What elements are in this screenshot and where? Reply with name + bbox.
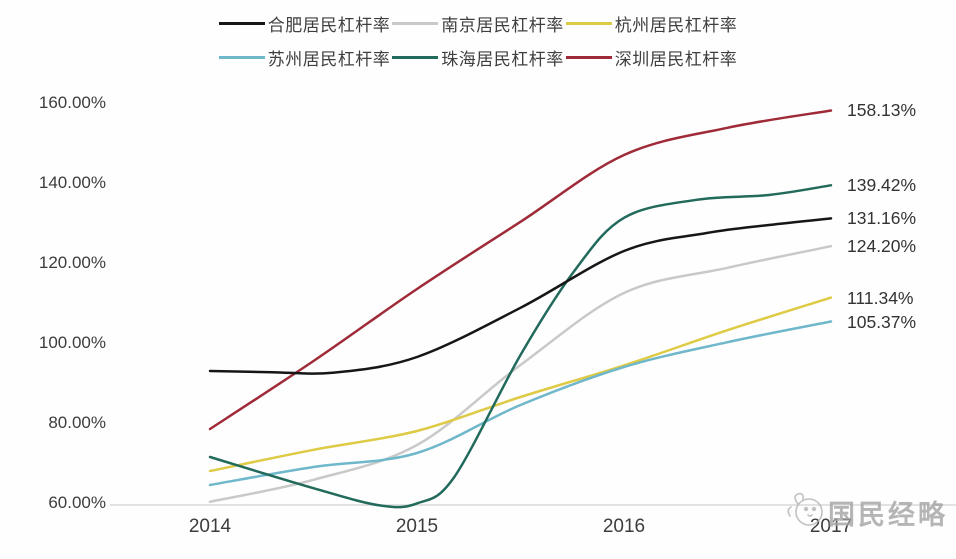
legend-line-swatch — [218, 56, 265, 59]
y-tick-label: 160.00% — [38, 93, 106, 112]
watermark: 国民经略 — [782, 490, 948, 534]
series-line-珠海 — [208, 184, 833, 509]
legend-line-swatch — [392, 56, 439, 59]
watermark-text: 国民经略 — [828, 499, 948, 530]
series-line-合肥 — [208, 217, 833, 375]
x-tick-label: 2014 — [188, 516, 232, 537]
end-label-苏州: 105.37% — [847, 311, 917, 332]
legend-item-深圳: 深圳居民杠杆率 — [565, 45, 738, 70]
series-line-南京 — [208, 244, 833, 504]
legend-label: 合肥居民杠杆率 — [267, 16, 391, 35]
legend-item-珠海: 珠海居民杠杆率 — [392, 45, 564, 70]
legend-label: 珠海居民杠杆率 — [441, 50, 564, 69]
x-tick-label: 2017 — [809, 516, 853, 537]
legend-item-杭州: 杭州居民杠杆率 — [565, 11, 738, 36]
end-label-南京: 124.20% — [847, 236, 917, 257]
y-tick-label: 80.00% — [48, 413, 106, 432]
legend-line-swatch — [565, 56, 612, 59]
legend-line-swatch — [565, 22, 612, 25]
y-tick-label: 60.00% — [48, 493, 106, 512]
legend-label: 杭州居民杠杆率 — [614, 16, 738, 35]
doodle-mascot-icon — [787, 492, 823, 526]
legend-row-2: 苏州居民杠杆率 珠海居民杠杆率 深圳居民杠杆率 — [218, 45, 739, 70]
legend-line-swatch — [218, 22, 265, 25]
end-label-深圳: 158.13% — [847, 100, 917, 121]
chart-legend: 合肥居民杠杆率 南京居民杠杆率 杭州居民杠杆率苏州居民杠杆率 珠海居民杠杆率 深圳居民杠… — [0, 11, 956, 70]
legend-row-1: 合肥居民杠杆率 南京居民杠杆率 杭州居民杠杆率 — [218, 11, 739, 36]
end-label-杭州: 111.34% — [847, 287, 914, 308]
legend-label: 深圳居民杠杆率 — [614, 50, 738, 69]
legend-item-合肥: 合肥居民杠杆率 — [218, 11, 391, 36]
x-tick-label: 2016 — [602, 516, 646, 537]
end-label-合肥: 131.16% — [847, 208, 917, 229]
legend-item-南京: 南京居民杠杆率 — [392, 11, 564, 36]
x-tick-label: 2015 — [395, 516, 439, 537]
end-label-珠海: 139.42% — [847, 175, 917, 196]
series-line-深圳 — [208, 109, 833, 431]
y-tick-label: 140.00% — [38, 173, 106, 192]
legend-item-苏州: 苏州居民杠杆率 — [218, 45, 391, 70]
legend-line-swatch — [392, 22, 439, 25]
legend-label: 南京居民杠杆率 — [441, 16, 564, 35]
series-line-杭州 — [208, 296, 833, 473]
y-tick-label: 100.00% — [38, 333, 106, 352]
y-tick-label: 120.00% — [38, 253, 106, 272]
series-line-苏州 — [208, 320, 833, 487]
legend-label: 苏州居民杠杆率 — [267, 50, 391, 69]
